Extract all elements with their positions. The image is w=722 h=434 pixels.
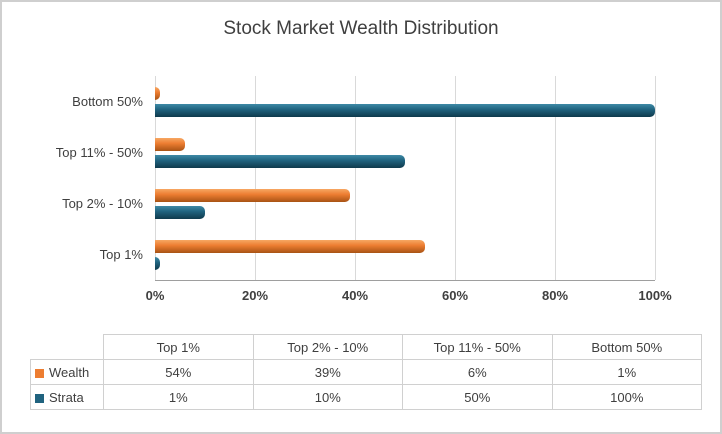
table-value-cell: 39%	[252, 359, 403, 385]
table-value-cell: 1%	[103, 384, 254, 410]
table-value-cell: 100%	[551, 384, 702, 410]
bar-strata	[155, 103, 655, 117]
table-body: Wealth 54% 39% 6% 1% Strata 1% 10% 50% 100%	[30, 359, 702, 410]
table-value-cell: 50%	[402, 384, 553, 410]
legend-swatch	[35, 393, 44, 403]
x-tick-label: 40%	[341, 288, 369, 303]
series-name: Strata	[49, 389, 84, 405]
bar-group	[155, 178, 655, 229]
legend-cell: Wealth	[30, 359, 104, 385]
bar-wealth	[155, 86, 160, 100]
chart-title: Stock Market Wealth Distribution	[223, 18, 499, 39]
legend-cell: Strata	[30, 384, 104, 410]
bar-group	[155, 229, 655, 280]
y-axis-label: Bottom 50%	[72, 94, 143, 109]
bar-strata	[155, 256, 160, 270]
table-header-row: Top 1% Top 2% - 10% Top 11% - 50% Bottom 50…	[30, 334, 702, 360]
bar-wealth	[155, 137, 185, 151]
table-row: Wealth 54% 39% 6% 1%	[30, 359, 702, 385]
table-corner-cell	[30, 334, 104, 360]
table-row: Strata 1% 10% 50% 100%	[30, 384, 702, 410]
gridline	[255, 76, 256, 280]
gridline	[155, 76, 156, 280]
x-tick-label: 0%	[145, 288, 165, 303]
table-header-cell: Top 1%	[103, 334, 254, 360]
x-tick-label: 100%	[638, 288, 672, 303]
y-axis-label: Top 2% - 10%	[62, 196, 143, 211]
x-tick-label: 60%	[441, 288, 469, 303]
data-table: Top 1% Top 2% - 10% Top 11% - 50% Bottom 50…	[30, 334, 702, 410]
bar-wealth	[155, 188, 350, 202]
series-name: Wealth	[49, 364, 90, 380]
table-value-cell: 54%	[103, 359, 254, 385]
table-value-cell: 6%	[402, 359, 553, 385]
x-tick-label: 20%	[241, 288, 269, 303]
bar-strata	[155, 205, 205, 219]
table-header-cell: Top 11% - 50%	[402, 334, 553, 360]
table-value-cell: 1%	[551, 359, 702, 385]
table-header-cell: Top 2% - 10%	[252, 334, 403, 360]
gridline	[455, 76, 456, 280]
chart-body: Bottom 50% Top 11% - 50% Top 2% - 10% Top 1…	[5, 76, 720, 281]
bar-wealth	[155, 239, 425, 253]
bar-group	[155, 76, 655, 127]
gridline	[555, 76, 556, 280]
bar-strata	[155, 154, 405, 168]
gridline	[355, 76, 356, 280]
plot-area	[155, 76, 656, 281]
x-axis-ticks: 0% 20% 40% 60% 80% 100%	[146, 288, 672, 308]
y-axis-label: Top 1%	[99, 247, 143, 262]
bar-groups	[155, 76, 655, 280]
legend-swatch	[35, 368, 44, 378]
y-axis-labels: Bottom 50% Top 11% - 50% Top 2% - 10% Top 1…	[5, 76, 155, 280]
table-header-cell: Bottom 50%	[551, 334, 702, 360]
bar-group	[155, 127, 655, 178]
table-value-cell: 10%	[252, 384, 403, 410]
y-axis-label: Top 11% - 50%	[55, 145, 143, 160]
gridline	[655, 76, 656, 280]
x-tick-label: 80%	[541, 288, 569, 303]
